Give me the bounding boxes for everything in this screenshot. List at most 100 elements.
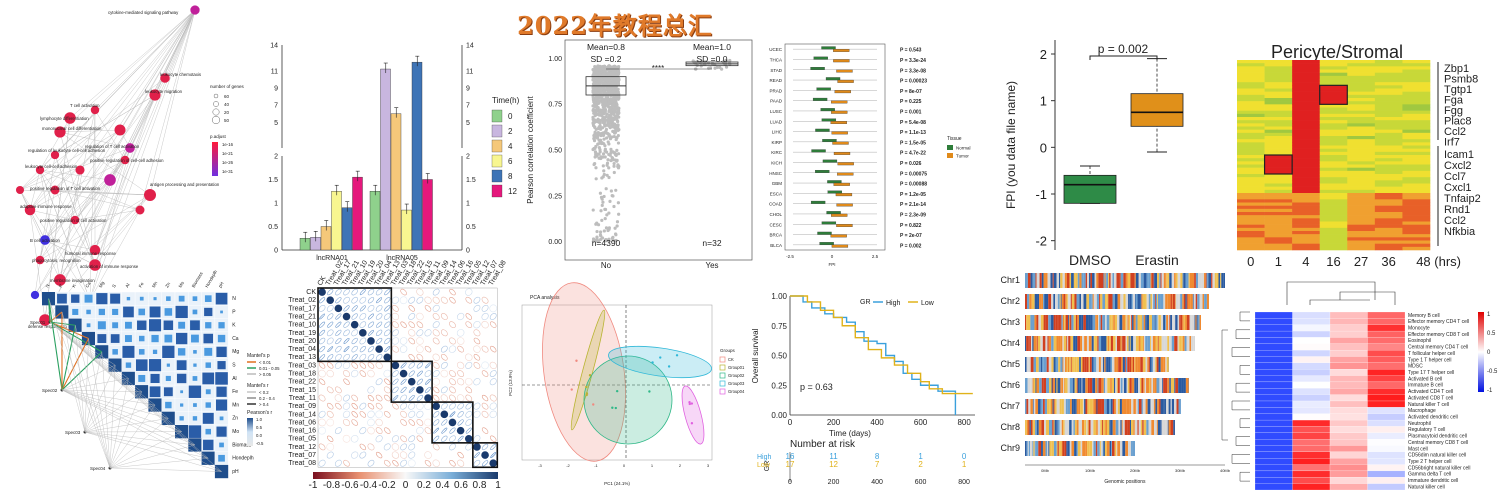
chromosome-band <box>1171 273 1175 288</box>
chromosome-band <box>1041 441 1043 456</box>
chromosome-band <box>1078 420 1080 435</box>
heatmap-cell <box>1292 369 1331 376</box>
chromosome-band <box>1102 420 1104 435</box>
heatmap-cell <box>1402 186 1431 191</box>
mantel-edge <box>61 325 76 391</box>
heatmap-cell <box>1237 224 1265 229</box>
colorbar-tick: -0.2 <box>378 480 396 491</box>
mantel-edge <box>61 389 169 419</box>
jitter-point <box>607 239 611 243</box>
chromosome-band <box>1064 273 1067 288</box>
heatmap-cell <box>1254 318 1293 325</box>
pca-point <box>690 422 694 425</box>
pca-point <box>585 392 589 395</box>
chromosome-band <box>1092 294 1094 309</box>
tumor-box <box>836 203 853 207</box>
heatmap-cell <box>1367 413 1406 421</box>
treat-corr-panel: CKCKTreat_02Treat_02Treat_17Treat_17Trea… <box>288 259 508 491</box>
risk-row-name: High <box>757 454 772 461</box>
pca-point <box>592 403 595 406</box>
legend-label: 1.0 <box>256 417 263 422</box>
chromosome-band <box>1075 336 1078 351</box>
chromosome-band <box>1180 273 1183 288</box>
colorbar-tick: 0.4 <box>436 480 450 491</box>
chromosome-band <box>1056 420 1058 435</box>
chromosome-band <box>1132 441 1135 456</box>
chromosome-band <box>1125 273 1128 288</box>
chromosome-band <box>1127 273 1131 288</box>
heatmap-cell <box>1374 145 1403 149</box>
chromosome-band <box>1132 357 1135 372</box>
chromosome-band <box>1096 315 1099 330</box>
chromosome-band <box>1163 315 1166 330</box>
heatmap-cell <box>1237 193 1265 197</box>
heatmap-cell <box>1329 337 1368 344</box>
chromosome-band <box>1121 336 1123 351</box>
chromosome-band <box>1107 378 1111 393</box>
chromosome-band <box>1137 294 1141 309</box>
chromosome-band <box>1186 294 1188 309</box>
heatmap-cell <box>1254 458 1293 465</box>
legend-swatch <box>491 169 503 183</box>
chromosome-band <box>1030 357 1034 372</box>
corr-square <box>110 334 120 343</box>
corr-ellipse <box>368 313 374 320</box>
chromosome-band <box>1076 357 1080 372</box>
corr-ellipse <box>432 296 440 304</box>
heatmap-cell <box>1292 458 1331 465</box>
corr-ellipse <box>449 321 456 329</box>
jitter-point <box>596 120 600 124</box>
chromosome-band <box>1134 273 1136 288</box>
heatmap-cell <box>1402 208 1431 213</box>
chromosome-band <box>1065 357 1067 372</box>
chromosome-band <box>1190 294 1193 309</box>
heatmap-cell <box>1329 458 1368 465</box>
heatmap-cell <box>1292 132 1321 137</box>
source-label: Spec03 <box>65 430 81 435</box>
heatmap-cell <box>1237 164 1265 168</box>
chromosome-band <box>1064 315 1066 330</box>
legend-label: 0.01 - 0.05 <box>259 366 280 371</box>
mantel-edge <box>61 311 86 433</box>
chromosome-band <box>1206 273 1209 288</box>
chromosome-band <box>1120 441 1123 456</box>
chromosome-band <box>1175 378 1179 393</box>
heatmap-cell <box>1347 218 1376 222</box>
chromosome-band <box>1089 399 1093 414</box>
corr-ellipse <box>391 337 400 345</box>
heatmap-cell <box>1292 350 1331 357</box>
heatmap-cell <box>1292 318 1331 325</box>
mantel-edge <box>84 351 103 433</box>
heatmap-cell <box>1237 72 1265 77</box>
heatmap-cell <box>1374 243 1403 248</box>
chromosome-band <box>1108 273 1110 288</box>
chromosome-band <box>1086 336 1089 351</box>
chromosome-band <box>1189 273 1192 288</box>
chromosome-band <box>1062 441 1065 456</box>
chromosome-band <box>1079 378 1082 393</box>
chromosome-band <box>1056 273 1060 288</box>
chromosome-band <box>1183 273 1186 288</box>
heatmap-cell <box>1319 202 1348 206</box>
jitter-point <box>599 141 604 146</box>
chromosome-band <box>1112 357 1115 372</box>
chromosome-band <box>1030 336 1033 351</box>
heatmap-cell <box>1237 215 1265 219</box>
immune-row-label: CD56dim natural killer cell <box>1408 453 1466 459</box>
chromosome-band <box>1053 294 1056 309</box>
x-axis-title: Genomic positions <box>1104 479 1146 485</box>
heatmap-cell <box>1264 82 1293 86</box>
corr-ellipse <box>449 288 456 296</box>
chromosome-band <box>1170 294 1172 309</box>
chromosome-band <box>1051 294 1054 309</box>
corr-ellipse <box>375 345 383 353</box>
chromosome-band <box>1098 378 1102 393</box>
chromosome-band <box>1105 420 1107 435</box>
immune-row-label: Neutrophil <box>1408 421 1431 427</box>
chromosome-band <box>1155 357 1157 372</box>
heatmap-cell <box>1319 136 1348 140</box>
chromosome-band <box>1137 399 1139 414</box>
network-edge <box>29 109 96 211</box>
normal-box <box>821 46 836 50</box>
jitter-point <box>600 114 604 118</box>
